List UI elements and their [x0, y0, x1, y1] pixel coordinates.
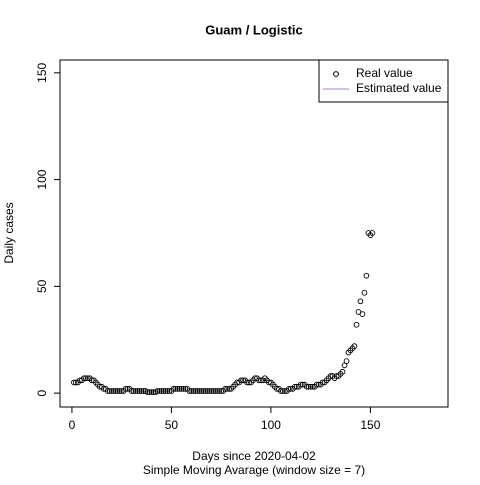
data-point — [162, 388, 169, 394]
data-point — [178, 385, 185, 392]
data-point — [196, 388, 203, 394]
data-point — [238, 377, 244, 384]
data-point — [188, 388, 195, 394]
data-point — [138, 388, 145, 394]
data-point — [361, 289, 368, 296]
data-point — [222, 385, 228, 392]
data-point — [164, 388, 171, 394]
data-point — [134, 388, 141, 394]
data-point — [369, 230, 376, 236]
data-point — [194, 388, 201, 394]
x-tick-label: 50 — [165, 418, 179, 432]
data-point — [200, 388, 207, 394]
data-point — [174, 385, 181, 392]
x-axis-label: Days since 2020-04-02 — [192, 449, 316, 463]
data-point — [210, 388, 217, 394]
data-point — [71, 379, 77, 386]
data-point — [128, 388, 135, 394]
data-point — [136, 388, 143, 394]
data-point — [170, 385, 177, 392]
data-point — [351, 343, 358, 349]
data-point — [202, 388, 209, 394]
data-point — [186, 388, 193, 394]
data-point — [208, 388, 215, 394]
data-point — [305, 383, 312, 390]
legend-symbol — [333, 71, 339, 77]
data-point — [204, 388, 211, 394]
data-point — [303, 383, 310, 390]
data-point — [158, 388, 165, 394]
data-point — [244, 379, 250, 386]
data-point — [132, 388, 139, 394]
data-point — [144, 389, 151, 395]
data-point — [192, 388, 199, 394]
chart-title: Guam / Logistic — [205, 22, 303, 37]
data-point — [106, 388, 113, 394]
data-point — [156, 388, 163, 394]
data-point — [363, 272, 370, 279]
data-point — [224, 385, 230, 392]
x-tick-label: 0 — [69, 418, 76, 432]
data-point — [339, 368, 346, 375]
data-point — [359, 311, 366, 317]
data-point — [285, 385, 292, 392]
data-point — [313, 381, 320, 388]
data-point — [160, 388, 167, 394]
data-point — [108, 388, 115, 394]
data-point — [256, 377, 262, 384]
data-point — [146, 389, 153, 395]
data-point — [83, 375, 89, 382]
data-point — [148, 389, 155, 395]
data-point — [353, 321, 360, 328]
data-point — [278, 388, 284, 394]
y-tick-label: 50 — [35, 279, 49, 293]
data-point — [190, 388, 197, 394]
data-point — [104, 388, 111, 394]
y-tick-label: 150 — [35, 62, 49, 82]
y-tick-label: 100 — [35, 169, 49, 189]
data-point — [116, 388, 123, 394]
data-point — [212, 388, 219, 394]
data-point — [110, 388, 117, 394]
data-point — [180, 385, 187, 392]
x-tick-label: 150 — [360, 418, 380, 432]
data-point — [214, 388, 221, 394]
data-point — [357, 298, 364, 305]
data-point — [122, 385, 129, 392]
x-tick-label: 100 — [261, 418, 281, 432]
subtitle: Simple Moving Avarage (window size = 7) — [143, 463, 365, 477]
data-point — [140, 388, 147, 394]
legend-box — [318, 59, 449, 103]
data-point — [297, 381, 304, 388]
data-point — [130, 388, 137, 394]
data-point — [291, 383, 298, 390]
data-point — [307, 383, 314, 390]
data-point — [280, 388, 286, 394]
data-point — [112, 388, 119, 394]
legend-label: Real value — [356, 66, 413, 80]
data-point — [198, 388, 205, 394]
data-point — [172, 385, 179, 392]
data-point — [216, 388, 223, 394]
y-tick-label: 0 — [35, 389, 49, 396]
data-point — [150, 389, 157, 395]
data-point — [114, 388, 121, 394]
data-point — [154, 388, 161, 394]
data-point — [206, 388, 213, 394]
data-point — [81, 375, 87, 382]
data-point — [343, 358, 350, 364]
data-point — [176, 385, 183, 392]
legend-label: Estimated value — [356, 81, 442, 95]
y-axis-label: Daily cases — [2, 202, 16, 263]
